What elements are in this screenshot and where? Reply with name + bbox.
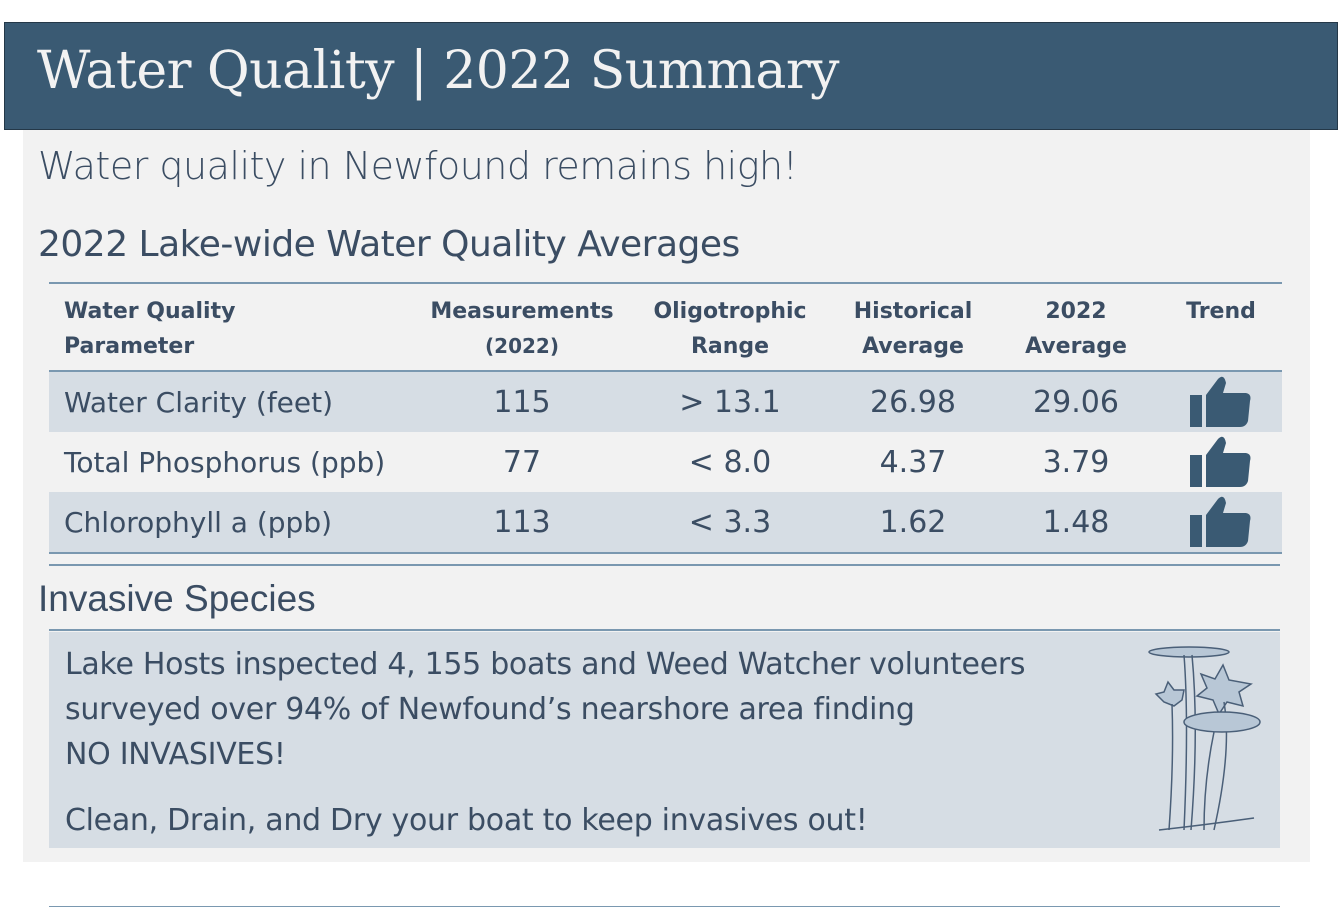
cell-measurements: 77 <box>502 444 542 480</box>
col-header: Trend <box>1160 283 1282 372</box>
thumbs-up-icon <box>1190 376 1251 427</box>
cell-parameter: Chlorophyll a (ppb) <box>49 492 418 553</box>
table-row: Total Phosphorus (ppb) 77 < 8.0 4.37 3.79 <box>49 432 1282 492</box>
cell-range: > 13.1 <box>626 371 834 432</box>
invasive-box: Lake Hosts inspected 4, 155 boats and We… <box>49 632 1280 848</box>
trend-cell <box>1160 432 1282 492</box>
invasive-text-2: surveyed over 94% of Newfound’s nearshor… <box>65 692 915 727</box>
bottom-divider <box>49 906 1280 907</box>
subtitle: Water quality in Newfound remains high! <box>38 144 798 188</box>
averages-heading: 2022 Lake-wide Water Quality Averages <box>38 224 740 265</box>
invasive-text-3: NO INVASIVES! <box>65 737 286 772</box>
cell-avg2022: 3.79 <box>1042 444 1110 480</box>
col-header: Oligotrophic Range <box>626 283 834 372</box>
thumbs-up-icon <box>1190 496 1251 547</box>
table-row: Chlorophyll a (ppb) 113 < 3.3 1.62 1.48 <box>49 492 1282 553</box>
divider <box>49 629 1280 631</box>
cell-historical: 4.37 <box>879 444 947 480</box>
averages-table: Water Quality Parameter Measurements (2022… <box>49 282 1282 554</box>
cell-range: < 3.3 <box>626 492 834 553</box>
col-header: Measurements (2022) <box>418 283 626 372</box>
cell-avg2022: 1.48 <box>992 492 1160 553</box>
header-banner: Water Quality | 2022 Summary <box>4 22 1338 130</box>
trend-cell <box>1160 492 1282 553</box>
table-row: Water Clarity (feet) 115 > 13.1 26.98 29.06 <box>49 371 1282 432</box>
invasive-heading: Invasive Species <box>38 578 316 619</box>
invasive-text-1: Lake Hosts inspected 4, 155 boats and We… <box>65 647 1026 682</box>
invasive-text-4: Clean, Drain, and Dry your boat to keep … <box>65 803 868 838</box>
cell-measurements: 113 <box>418 492 626 553</box>
cell-avg2022: 29.06 <box>992 371 1160 432</box>
cell-range: < 8.0 <box>688 444 772 480</box>
cell-historical: 1.62 <box>834 492 992 553</box>
col-header: 2022 Average <box>992 283 1160 372</box>
col-header: Water Quality Parameter <box>49 283 418 372</box>
cell-historical: 26.98 <box>834 371 992 432</box>
col-header: Historical Average <box>834 283 992 372</box>
thumbs-up-icon <box>1190 436 1251 487</box>
cell-measurements: 115 <box>418 371 626 432</box>
water-lily-illustration <box>1148 646 1261 831</box>
cell-parameter: Water Clarity (feet) <box>49 371 418 432</box>
page-title: Water Quality | 2022 Summary <box>37 41 840 101</box>
cell-parameter: Total Phosphorus (ppb) <box>64 445 386 479</box>
trend-cell <box>1160 371 1282 432</box>
divider <box>49 564 1280 566</box>
